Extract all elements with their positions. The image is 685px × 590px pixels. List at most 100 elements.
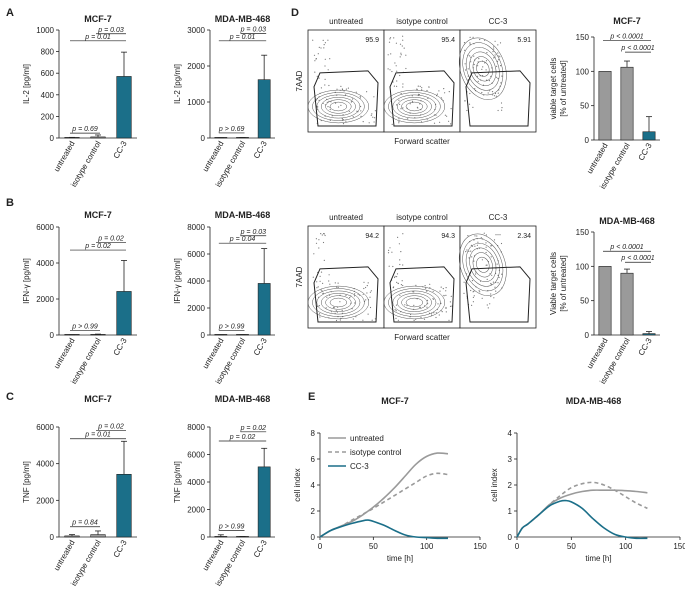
facs-event [396,281,398,283]
facs-event [362,293,364,295]
facs-contour [392,94,437,119]
p-value-label: p = 0.02 [97,235,124,242]
facs-event [373,121,375,123]
facs-event [398,122,400,124]
facs-contour [472,56,493,82]
category-label: untreated [585,142,610,176]
facs-event [330,101,332,103]
facs-event [314,60,316,62]
y-tick-label: 0 [311,533,316,542]
facs-contour [312,288,365,317]
facs-event [327,106,329,108]
facs-event [445,294,447,296]
facs-event [403,47,405,49]
facs-event [399,74,401,77]
facs-event [411,95,413,97]
facs-event [313,253,315,255]
facs-event [323,233,325,235]
facs-event [319,316,321,318]
facs-event [324,58,326,60]
facs-event [490,256,492,258]
facs-event [352,318,354,320]
facs-event [436,93,438,95]
facs-event [416,106,418,108]
facs-event [491,245,493,247]
facs-event [419,103,421,105]
facs-event [477,80,479,82]
facs-event [482,75,484,77]
facs-event [417,93,420,95]
facs-event [400,108,402,110]
facs-event [482,66,484,68]
facs-contour [459,37,507,100]
facs-event [485,69,487,71]
facs-event [363,287,365,290]
facs-event [393,85,395,87]
facs-event [492,51,494,53]
y-axis-label: IFN-γ [pg/ml] [22,258,31,304]
facs-contour [320,293,356,312]
facs-event [405,54,407,56]
facs-event [316,281,318,283]
category-label: untreated [52,140,77,174]
facs-event [499,42,502,44]
facs-event [407,118,409,120]
facs-contour [469,51,497,86]
facs-contour [476,256,490,273]
bar [257,79,271,139]
facs-event [399,259,401,261]
chart-title: MCF-7 [613,16,641,26]
facs-plot-title: isotype control [396,213,448,222]
facs-event [401,280,403,282]
facs-event [322,292,324,294]
facs-event [369,291,371,293]
y-tick-label: 0 [50,134,55,143]
facs-event [371,319,373,321]
category-label: CC-3 [112,538,129,559]
p-value-label: p = 0.01 [229,34,256,41]
facs-contour [329,297,348,308]
y-tick-label: 8000 [187,423,205,432]
facs-event [424,285,426,287]
facs-event [397,282,399,284]
facs-event [389,69,391,71]
y-axis-label: IL-2 [pg/ml] [22,64,31,104]
facs-event [497,44,499,46]
facs-event [421,89,423,91]
facs-event [316,75,318,77]
y-tick-label: 0 [585,331,590,340]
category-label: CC-3 [112,139,129,160]
y-tick-label: 800 [41,48,55,57]
facs-event [405,67,407,70]
facs-event [426,119,428,121]
facs-event [394,276,396,279]
facs-event [491,91,494,93]
facs-event [402,284,404,287]
p-value-label: p = 0.02 [84,243,111,250]
facs-event [497,52,499,54]
facs-event [323,47,325,49]
facs-event [324,234,326,237]
facs-event [406,304,408,307]
facs-event [362,121,364,123]
facs-event [318,247,320,249]
y-tick-label: 2 [311,507,316,516]
facs-event [473,55,475,57]
facs-event [485,234,487,236]
facs-event [317,106,319,108]
facs-event [371,113,373,115]
facs-contour [329,101,348,112]
p-value-label: p > 0.99 [71,323,98,330]
p-value-label: p = 0.03 [240,229,267,236]
facs-event [355,91,357,93]
facs-event [329,108,331,111]
facs-contour [469,247,497,282]
facs-event [426,299,429,301]
facs-event [496,65,498,67]
facs-event [317,53,319,55]
facs-event [432,298,434,300]
facs-event [488,80,490,82]
facs-y-axis-label: 7AAD [295,70,304,91]
facs-event [481,68,483,70]
facs-event [315,58,317,60]
